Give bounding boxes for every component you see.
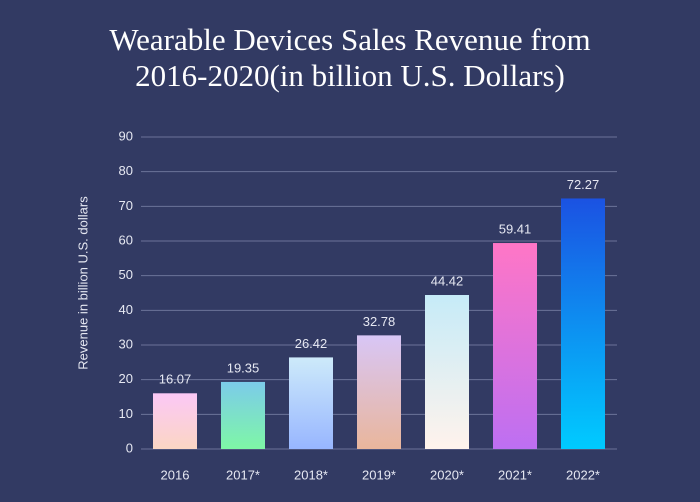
x-tick-label: 2016 (161, 467, 190, 482)
bar (221, 381, 265, 449)
x-tick-label: 2017* (226, 467, 260, 482)
bar (561, 198, 605, 449)
bar (153, 393, 197, 449)
value-label: 32.78 (363, 314, 396, 329)
y-tick-label: 40 (119, 302, 133, 317)
bar (425, 295, 469, 449)
y-tick-label: 20 (119, 371, 133, 386)
value-label: 26.42 (295, 336, 328, 351)
y-axis-label: Revenue in billion U.S. dollars (75, 196, 90, 370)
x-tick-label: 2021* (498, 467, 532, 482)
bar (493, 243, 537, 449)
x-tick-label: 2022* (566, 467, 600, 482)
x-tick-label: 2020* (430, 467, 464, 482)
x-tick-label: 2019* (362, 467, 396, 482)
y-tick-label: 90 (119, 128, 133, 143)
chart-title: Wearable Devices Sales Revenue from 2016… (109, 22, 591, 93)
y-tick-label: 0 (126, 440, 133, 455)
value-label: 72.27 (567, 177, 600, 192)
y-tick-label: 60 (119, 232, 133, 247)
bar (289, 357, 333, 449)
y-tick-label: 30 (119, 336, 133, 351)
value-label: 59.41 (499, 221, 532, 236)
value-label: 19.35 (227, 360, 260, 375)
y-tick-label: 80 (119, 163, 133, 178)
value-label: 44.42 (431, 273, 464, 288)
x-tick-label: 2018* (294, 467, 328, 482)
y-tick-label: 70 (119, 198, 133, 213)
y-tick-label: 50 (119, 267, 133, 282)
y-tick-label: 10 (119, 406, 133, 421)
bar (357, 335, 401, 449)
value-label: 16.07 (159, 372, 192, 387)
